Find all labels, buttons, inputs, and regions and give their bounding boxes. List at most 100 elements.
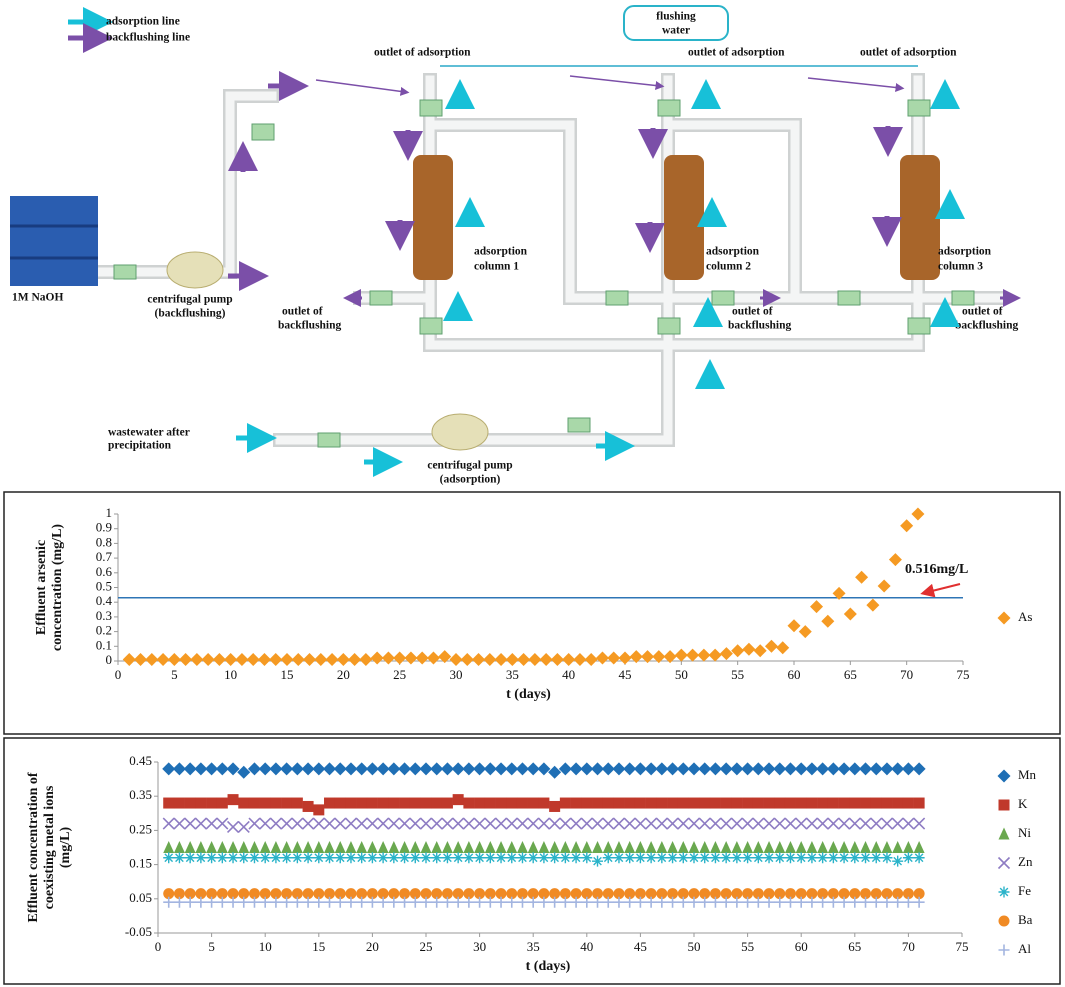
backflushing-arrows (228, 71, 903, 291)
point (194, 817, 207, 830)
point (280, 762, 294, 776)
point (656, 797, 668, 809)
tank-label: water (662, 25, 690, 37)
point (516, 797, 528, 809)
point (763, 797, 775, 809)
point (356, 797, 368, 809)
x-tick-label: 10 (259, 939, 272, 954)
point (494, 653, 508, 667)
point (623, 762, 637, 776)
point (794, 762, 808, 776)
point (827, 841, 839, 853)
point (474, 841, 486, 853)
point (667, 888, 679, 900)
outlet-label: backflushing (955, 320, 1019, 332)
adsorption-arrows (236, 79, 965, 477)
point (784, 852, 796, 864)
point (580, 762, 594, 776)
point (387, 817, 400, 830)
point (452, 896, 464, 908)
point (537, 762, 551, 776)
point (849, 852, 861, 864)
point (515, 762, 529, 776)
point (334, 797, 346, 809)
point (866, 598, 880, 612)
y-tick-label: 0.9 (96, 520, 112, 535)
point (527, 888, 539, 900)
point (602, 797, 614, 809)
point (742, 841, 754, 853)
x-tick-label: 45 (619, 667, 632, 682)
point (795, 888, 807, 900)
point (484, 888, 496, 900)
point (688, 852, 700, 864)
chart-frame (3, 737, 1061, 985)
point (370, 651, 384, 665)
point (452, 888, 464, 900)
point (602, 817, 615, 830)
point (806, 797, 818, 809)
point (190, 653, 204, 667)
point (462, 817, 475, 830)
point (859, 762, 873, 776)
point (752, 841, 764, 853)
point (462, 762, 476, 776)
point (366, 817, 379, 830)
outlet-label: outlet of (282, 306, 323, 318)
point (216, 797, 228, 809)
point (892, 797, 904, 809)
point (674, 648, 688, 662)
point (281, 797, 293, 809)
point (281, 888, 293, 900)
point (584, 653, 598, 667)
point (784, 888, 796, 900)
point (550, 653, 564, 667)
point (855, 570, 869, 584)
point (537, 817, 550, 830)
point (387, 762, 401, 776)
point (892, 896, 904, 908)
point (870, 852, 882, 864)
point (484, 817, 497, 830)
point (355, 817, 368, 830)
outlet-label: backflushing (728, 320, 792, 332)
point (677, 797, 689, 809)
point (404, 651, 418, 665)
point (472, 653, 486, 667)
legend-label: Ni (1018, 825, 1031, 840)
drum-label: 1M NaOH (12, 292, 63, 304)
x-tick-label: 40 (562, 667, 575, 682)
point (195, 841, 207, 853)
point (709, 896, 721, 908)
point (881, 896, 893, 908)
point (805, 762, 819, 776)
point (686, 648, 700, 662)
point (281, 852, 293, 864)
point (570, 896, 582, 908)
point (817, 797, 829, 809)
point (334, 896, 346, 908)
point (527, 797, 539, 809)
point (837, 762, 851, 776)
point (656, 888, 668, 900)
point (365, 762, 379, 776)
legend-label: Ba (1018, 912, 1033, 927)
point (573, 653, 587, 667)
point (687, 762, 701, 776)
point (206, 852, 218, 864)
point (656, 852, 668, 864)
point (848, 817, 861, 830)
point (592, 841, 604, 853)
x-axis-title: t (days) (506, 687, 551, 702)
point (227, 852, 239, 864)
point (731, 797, 743, 809)
point (902, 888, 914, 900)
point (345, 888, 357, 900)
point (570, 852, 582, 864)
point (334, 852, 346, 864)
point (601, 762, 615, 776)
y-tick-label: 0.6 (96, 564, 113, 579)
legend-label: Fe (1018, 883, 1031, 898)
point (870, 888, 882, 900)
point (281, 896, 293, 908)
